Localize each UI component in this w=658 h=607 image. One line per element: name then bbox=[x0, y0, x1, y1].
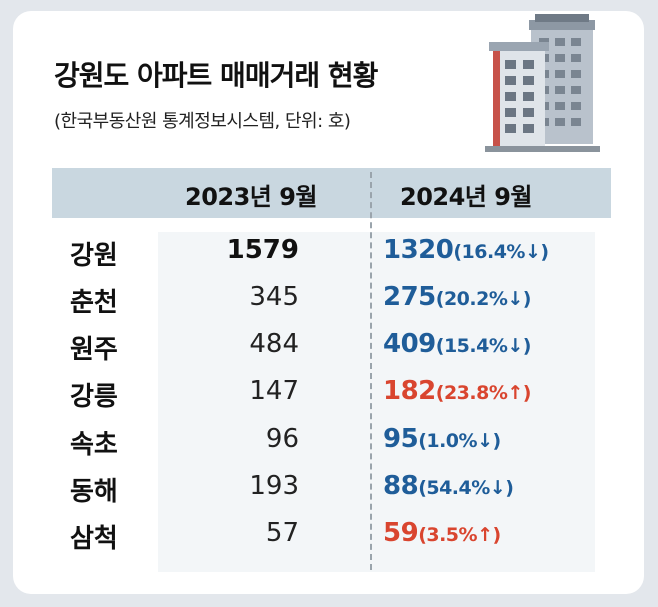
region-label: 강원 bbox=[70, 241, 118, 271]
value-2024: 88(54.4%↓) bbox=[383, 471, 514, 501]
value-2023: 147 bbox=[249, 376, 299, 406]
region-label: 동해 bbox=[70, 477, 118, 507]
change-percent: (16.4%↓) bbox=[453, 241, 549, 263]
table-highlight-area bbox=[158, 232, 595, 572]
value-2024-number: 1320 bbox=[383, 235, 454, 265]
change-percent: (23.8%↑) bbox=[435, 382, 532, 404]
value-2024-number: 409 bbox=[383, 329, 436, 359]
value-2024: 182(23.8%↑) bbox=[383, 376, 531, 406]
apartment-building-icon bbox=[485, 14, 600, 158]
table-row: 춘천 345 275(20.2%↓) bbox=[0, 282, 658, 328]
value-2024-number: 275 bbox=[383, 282, 436, 312]
value-2023: 96 bbox=[265, 424, 299, 454]
value-2023: 1579 bbox=[226, 235, 299, 265]
table-row: 동해 193 88(54.4%↓) bbox=[0, 471, 658, 517]
chart-title: 강원도 아파트 매매거래 현황 bbox=[54, 59, 378, 92]
change-percent: (1.0%↓) bbox=[418, 430, 501, 452]
value-2023: 193 bbox=[249, 471, 299, 501]
value-2024-number: 95 bbox=[383, 424, 419, 454]
region-label: 원주 bbox=[70, 335, 118, 365]
value-2024-number: 59 bbox=[383, 518, 419, 548]
table-row: 삼척 57 59(3.5%↑) bbox=[0, 518, 658, 564]
region-label: 춘천 bbox=[70, 288, 118, 318]
value-2024: 59(3.5%↑) bbox=[383, 518, 501, 548]
value-2024: 409(15.4%↓) bbox=[383, 329, 531, 359]
column-header-2024: 2024년 9월 bbox=[400, 183, 533, 211]
region-label: 속초 bbox=[70, 430, 118, 460]
table-header-band bbox=[52, 168, 611, 218]
table-row: 강원 1579 1320(16.4%↓) bbox=[0, 235, 658, 281]
table-row: 속초 96 95(1.0%↓) bbox=[0, 424, 658, 470]
chart-subtitle: (한국부동산원 통계정보시스템, 단위: 호) bbox=[54, 111, 351, 132]
value-2024: 275(20.2%↓) bbox=[383, 282, 531, 312]
change-percent: (3.5%↑) bbox=[418, 524, 501, 546]
value-2024: 1320(16.4%↓) bbox=[383, 235, 549, 265]
region-label: 강릉 bbox=[70, 382, 118, 412]
value-2024-number: 182 bbox=[383, 376, 436, 406]
value-2023: 57 bbox=[265, 518, 299, 548]
change-percent: (20.2%↓) bbox=[435, 288, 532, 310]
table-row: 원주 484 409(15.4%↓) bbox=[0, 329, 658, 375]
change-percent: (15.4%↓) bbox=[435, 335, 532, 357]
column-header-2023: 2023년 9월 bbox=[185, 183, 318, 211]
value-2024: 95(1.0%↓) bbox=[383, 424, 501, 454]
column-divider bbox=[370, 172, 372, 570]
change-percent: (54.4%↓) bbox=[418, 477, 514, 499]
table-row: 강릉 147 182(23.8%↑) bbox=[0, 376, 658, 422]
value-2023: 484 bbox=[249, 329, 299, 359]
value-2024-number: 88 bbox=[383, 471, 419, 501]
value-2023: 345 bbox=[249, 282, 299, 312]
region-label: 삼척 bbox=[70, 524, 118, 554]
